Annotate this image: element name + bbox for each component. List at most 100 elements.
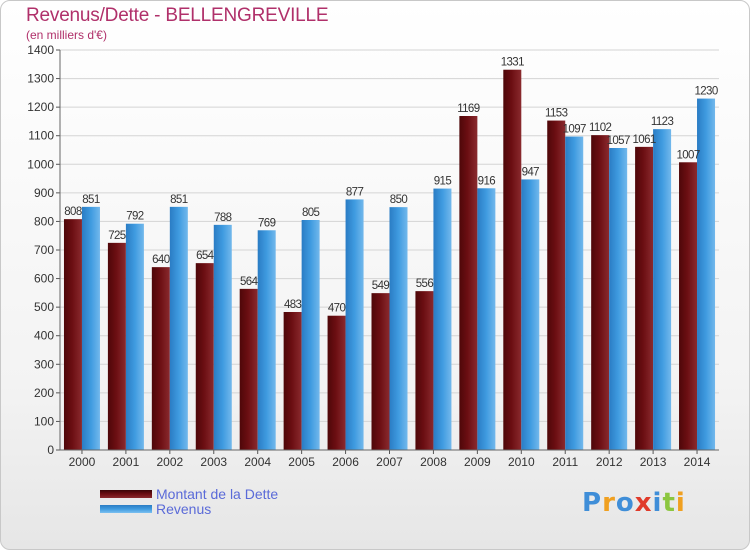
- bar-dette-2014: [679, 162, 698, 451]
- axes: [59, 50, 719, 451]
- x-tick-label: 2013: [640, 455, 667, 469]
- bar-revenus-2000: [81, 206, 100, 450]
- y-tick-label: 100: [34, 414, 54, 428]
- data-label-dette-2013: 1061: [633, 134, 656, 146]
- y-tick-label: 900: [34, 186, 54, 200]
- bar-dette-2000: [63, 219, 82, 450]
- bar-revenus-2002: [169, 206, 188, 450]
- data-label-dette-2002: 640: [152, 254, 170, 266]
- data-label-dette-2004: 564: [240, 276, 259, 288]
- chart-title: Revenus/Dette - BELLENGREVILLE: [26, 5, 329, 26]
- bar-dette-2004: [239, 288, 258, 450]
- data-label-revenus-2002: 851: [170, 194, 188, 206]
- x-tick-label: 2007: [376, 455, 403, 469]
- data-label-dette-2005: 483: [284, 299, 302, 311]
- y-tick-label: 1300: [27, 72, 54, 86]
- bar-dette-2012: [591, 135, 610, 450]
- bar-dette-2008: [415, 291, 434, 450]
- x-tick-label: 2011: [552, 455, 578, 469]
- data-label-revenus-2009: 916: [478, 175, 496, 187]
- data-label-dette-2006: 470: [328, 303, 346, 315]
- y-axis-ticks: 0 100 200 300 400 500 600 700 800 900 1000 1100 1200…: [27, 43, 60, 457]
- data-label-revenus-2006: 877: [346, 186, 364, 198]
- data-label-revenus-2001: 792: [126, 211, 144, 223]
- y-tick-label: 1200: [27, 100, 54, 114]
- data-label-dette-2000: 808: [64, 206, 82, 218]
- y-tick-label: 0: [47, 443, 54, 457]
- x-tick-label: 2009: [464, 455, 491, 469]
- data-label-revenus-2004: 769: [258, 217, 276, 229]
- x-tick-label: 2006: [332, 455, 359, 469]
- x-tick-label: 2010: [508, 455, 535, 469]
- bar-dette-2002: [151, 267, 170, 450]
- bar-dette-2009: [459, 116, 478, 450]
- bars: [63, 69, 716, 451]
- legend-swatch-dette: [100, 490, 152, 498]
- legend-label-revenus: Revenus: [156, 501, 212, 517]
- data-label-revenus-2003: 788: [214, 212, 232, 224]
- bar-dette-2005: [283, 312, 302, 450]
- data-label-dette-2014: 1007: [676, 149, 699, 161]
- bar-revenus-2012: [609, 148, 628, 450]
- data-label-dette-2010: 1331: [501, 57, 524, 69]
- x-tick-label: 2005: [288, 455, 315, 469]
- y-tick-label: 1100: [28, 129, 54, 143]
- x-tick-label: 2001: [113, 455, 140, 469]
- bar-revenus-2005: [301, 220, 320, 450]
- bar-dette-2007: [371, 293, 390, 450]
- y-tick-label: 500: [34, 300, 54, 314]
- logo-letter: o: [615, 488, 635, 518]
- y-tick-label: 700: [34, 243, 54, 257]
- logo-letter: x: [634, 488, 653, 518]
- x-tick-label: 2012: [596, 455, 623, 469]
- legend-label-dette: Montant de la Dette: [156, 486, 279, 502]
- data-label-dette-2007: 549: [372, 280, 390, 292]
- y-tick-label: 200: [34, 386, 54, 400]
- bar-revenus-2010: [521, 179, 540, 450]
- data-label-revenus-2000: 851: [82, 194, 100, 206]
- bar-revenus-2003: [213, 224, 232, 450]
- bar-revenus-2013: [653, 129, 672, 450]
- data-label-dette-2003: 654: [196, 250, 215, 262]
- data-label-revenus-2010: 947: [522, 166, 540, 178]
- logo-letter: t: [662, 488, 676, 518]
- y-tick-label: 1400: [27, 43, 54, 57]
- bar-revenus-2001: [125, 223, 144, 450]
- y-tick-label: 600: [34, 272, 54, 286]
- bar-revenus-2004: [257, 230, 276, 450]
- data-label-revenus-2008: 915: [434, 176, 452, 188]
- data-label-revenus-2005: 805: [302, 207, 320, 219]
- data-labels: 8088517257926408516547885647694838054708…: [64, 57, 718, 315]
- bar-dette-2003: [195, 263, 214, 450]
- x-tick-label: 2003: [200, 455, 227, 469]
- y-tick-label: 300: [34, 357, 54, 371]
- x-axis-ticks: 2000 2001 2002 2003 2004 2005 2006 2007 2008 2009…: [69, 450, 711, 469]
- bar-revenus-2009: [477, 188, 496, 451]
- data-label-dette-2011: 1153: [545, 108, 568, 120]
- bar-revenus-2007: [389, 207, 408, 450]
- y-tick-label: 400: [34, 329, 54, 343]
- bar-revenus-2014: [697, 98, 716, 451]
- proxiti-logo: Proxiti: [582, 488, 686, 518]
- y-tick-label: 1000: [27, 157, 54, 171]
- data-label-dette-2012: 1102: [589, 122, 612, 134]
- bar-dette-2006: [327, 315, 346, 450]
- bar-revenus-2011: [565, 136, 584, 451]
- data-label-dette-2001: 725: [108, 230, 126, 242]
- bar-dette-2013: [635, 146, 654, 450]
- data-label-revenus-2013: 1123: [651, 116, 674, 128]
- data-label-dette-2009: 1169: [457, 103, 480, 115]
- data-label-revenus-2011: 1097: [563, 124, 586, 136]
- logo-letter: i: [652, 488, 663, 518]
- bar-revenus-2008: [433, 188, 452, 451]
- data-label-revenus-2007: 850: [390, 194, 408, 206]
- bar-dette-2011: [547, 120, 566, 451]
- bar-dette-2010: [503, 69, 522, 450]
- logo-letter: r: [602, 488, 616, 518]
- x-tick-label: 2008: [420, 455, 447, 469]
- legend-swatch-revenus: [100, 505, 152, 513]
- logo-letter: P: [582, 488, 603, 518]
- data-label-dette-2008: 556: [416, 278, 434, 290]
- x-tick-label: 2004: [244, 455, 271, 469]
